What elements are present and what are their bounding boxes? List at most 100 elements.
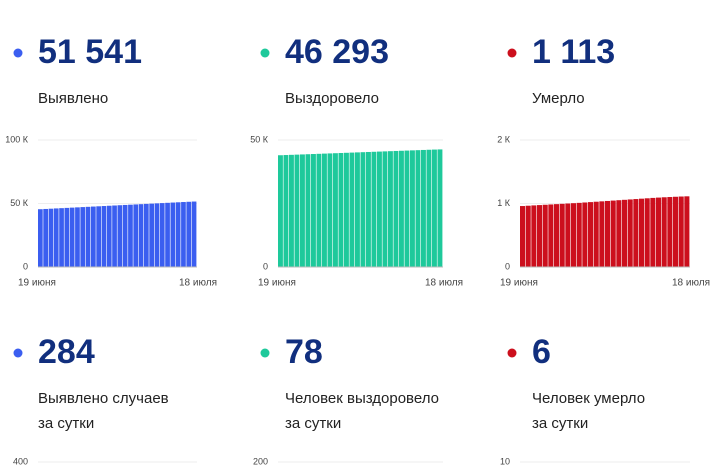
bar [165,202,170,267]
bar [667,197,673,267]
y-tick-label: 50 К [250,134,269,144]
bar [559,203,565,267]
y-tick-label: 1 К [497,198,511,208]
bar [186,201,192,267]
bar [537,205,543,267]
bar [371,151,377,267]
bar [421,149,426,267]
bar [338,153,344,267]
bar [599,201,605,267]
bar [59,208,64,267]
y-tick-label: 2 К [497,134,511,144]
bar [278,155,283,267]
bar [133,204,139,267]
bar [388,151,393,267]
x-tick-label: 18 июля [672,278,710,289]
bar [571,203,577,267]
bar [588,202,594,267]
bar [520,206,526,267]
stat-value: 6 [532,333,551,371]
stat-label: Умерло [532,90,585,107]
bar [170,202,176,267]
bar [122,204,128,267]
stat-label: Выздоровело [285,90,379,107]
bar [154,203,160,267]
stat-label: Человек выздоровело [285,390,439,407]
bar [311,154,316,267]
stat-value: 46 293 [285,33,389,71]
bar [684,196,690,267]
x-tick-label: 18 июля [425,278,463,289]
bar [138,204,144,267]
bar [410,150,415,267]
bar [531,205,537,267]
status-dot [13,48,23,58]
bar [333,153,338,267]
bar [627,199,633,267]
bar [554,204,560,267]
bar [305,154,311,267]
bar [661,197,667,267]
bar [639,198,645,267]
bar [605,200,611,267]
bar [128,204,133,267]
bar [101,206,107,267]
bar [650,197,656,267]
bar [415,150,421,267]
bar [117,205,123,267]
bar [327,153,333,267]
bar [75,207,80,267]
status-dot [507,348,517,358]
bar [633,199,639,267]
x-tick-label: 19 июня [258,278,296,289]
bar [91,206,96,267]
status-dot [260,348,270,358]
y-tick-label: 0 [505,261,510,271]
stat-value: 284 [38,333,95,371]
bar [404,150,410,267]
bar [53,208,59,267]
y-tick-label: 200 [253,456,268,466]
bar [548,204,554,267]
bar [149,203,154,267]
bar [283,155,289,267]
y-tick-label: 10 [500,456,510,466]
x-tick-label: 19 июня [18,278,56,289]
status-dot [13,348,23,358]
bar [542,204,548,267]
stat-value: 1 113 [532,33,615,71]
bar [382,151,388,267]
bar [85,206,91,267]
bar [437,149,443,267]
bar [610,200,616,267]
bar [678,196,684,267]
bar [64,207,70,267]
bar [622,199,628,267]
bar [48,208,54,267]
bar [322,153,327,267]
bar [393,150,399,267]
y-tick-label: 0 [263,261,268,271]
stat-label: Выявлено случаев [38,390,169,407]
bar [112,205,117,267]
bar [360,152,366,267]
bar [565,203,571,267]
bar [289,154,294,267]
stat-label: Человек умерло [532,390,645,407]
bar [106,205,112,267]
bar [366,151,371,267]
bar [593,201,599,267]
y-tick-label: 0 [23,261,28,271]
stat-label: за сутки [285,415,341,432]
bar [582,202,588,267]
y-tick-label: 400 [13,456,28,466]
status-dot [260,48,270,58]
bar [80,207,86,267]
bar [181,202,186,267]
bar [525,205,531,267]
bar [399,150,404,267]
bar [175,202,181,267]
bar [644,198,650,267]
